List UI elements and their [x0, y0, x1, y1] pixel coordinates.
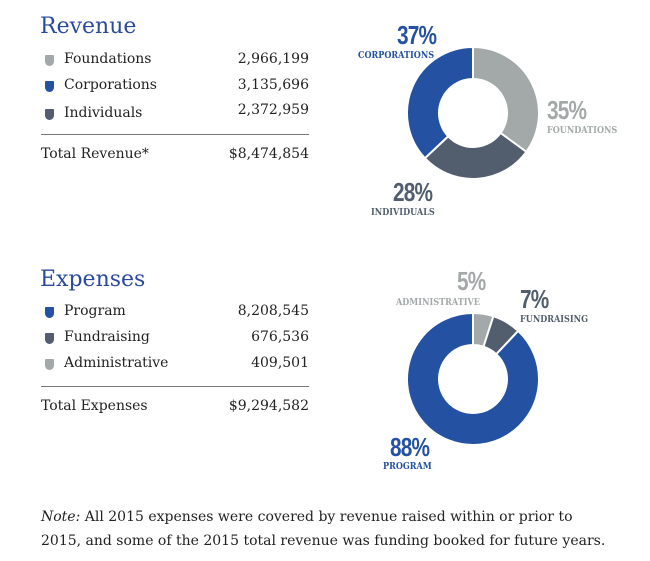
footnote: Note: All 2015 expenses were covered by …	[41, 505, 611, 553]
label-cat-program: PROGRAM	[383, 462, 432, 472]
shield-icon	[45, 333, 54, 344]
row-value: 676,536	[251, 329, 309, 345]
revenue-row-foundations: Foundations 2,966,199	[41, 51, 309, 71]
shield-icon	[45, 109, 54, 120]
total-value: $9,294,582	[228, 398, 309, 414]
row-value: 2,966,199	[237, 51, 309, 67]
label-pct-fundraising: 7%	[520, 284, 549, 314]
row-value: 3,135,696	[237, 77, 309, 93]
expenses-row-program: Program 8,208,545	[41, 303, 309, 323]
divider	[41, 386, 309, 387]
revenue-total: Total Revenue* $8,474,854	[41, 146, 309, 162]
row-value: 8,208,545	[237, 303, 309, 319]
shield-icon	[45, 359, 54, 370]
label-pct-administrative: 5%	[457, 266, 486, 296]
row-label: Fundraising	[64, 329, 150, 345]
label-cat-fundraising: FUNDRAISING	[520, 315, 589, 325]
expenses-total: Total Expenses $9,294,582	[41, 398, 309, 414]
row-label: Administrative	[64, 355, 169, 371]
label-pct-foundations: 35%	[547, 95, 587, 125]
note-prefix: Note:	[41, 509, 81, 525]
label-cat-foundations: FOUNDATIONS	[547, 126, 618, 136]
row-label: Corporations	[64, 77, 157, 93]
row-value: 2,372,959	[237, 102, 309, 118]
note-text: All 2015 expenses were covered by revenu…	[41, 509, 606, 549]
total-label: Total Expenses	[41, 398, 148, 414]
label-cat-individuals: INDIVIDUALS	[371, 208, 435, 218]
expenses-row-administrative: Administrative 409,501	[41, 355, 309, 375]
row-label: Individuals	[64, 105, 143, 121]
shield-icon	[45, 81, 54, 92]
shield-icon	[45, 55, 54, 66]
shield-icon	[45, 307, 54, 318]
divider	[41, 134, 309, 135]
row-value: 409,501	[251, 355, 309, 371]
total-value: $8,474,854	[228, 146, 309, 162]
revenue-row-individuals: Individuals 2,372,959	[41, 102, 309, 125]
revenue-row-corporations: Corporations 3,135,696	[41, 77, 309, 97]
label-pct-program: 88%	[390, 432, 430, 462]
revenue-title: Revenue	[40, 14, 137, 39]
slice-foundations	[472, 45, 540, 154]
label-pct-corporations: 37%	[397, 20, 437, 50]
slice-corporations	[406, 45, 474, 160]
expenses-title: Expenses	[40, 267, 146, 292]
label-cat-corporations: CORPORATIONS	[358, 51, 435, 61]
label-pct-individuals: 28%	[393, 177, 433, 207]
row-label: Program	[64, 303, 126, 319]
slice-individuals	[423, 131, 528, 180]
expenses-donut	[406, 311, 540, 446]
row-label: Foundations	[64, 51, 152, 67]
expenses-row-fundraising: Fundraising 676,536	[41, 329, 309, 349]
label-cat-administrative: ADMINISTRATIVE	[396, 298, 480, 308]
slice-program	[406, 311, 540, 446]
total-label: Total Revenue*	[41, 146, 149, 162]
revenue-donut	[406, 45, 540, 180]
